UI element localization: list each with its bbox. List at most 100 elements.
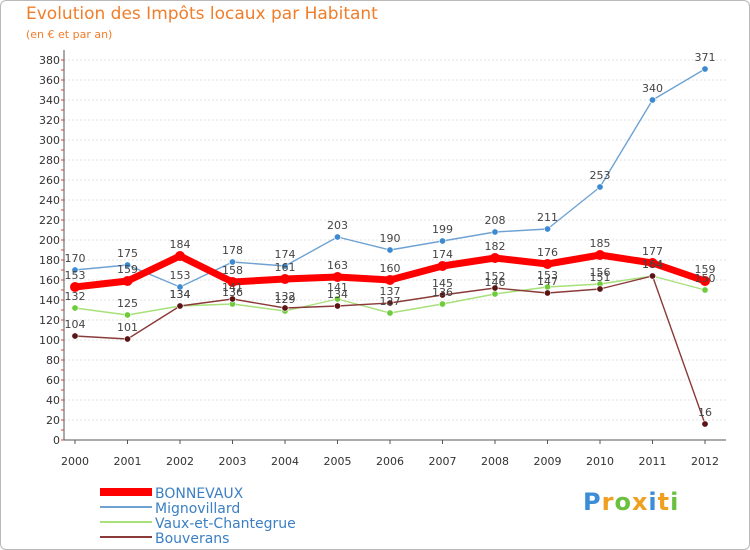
- data-label: 153: [170, 269, 191, 282]
- data-label: 146: [485, 276, 506, 289]
- data-point: [281, 304, 289, 312]
- y-tick-label: 160: [39, 274, 60, 287]
- data-label: 132: [275, 290, 296, 303]
- x-tick-label: 2009: [534, 455, 562, 468]
- data-label: 127: [380, 295, 401, 308]
- x-tick-label: 2006: [376, 455, 404, 468]
- data-point: [386, 246, 394, 254]
- data-point: [438, 291, 446, 299]
- legend-label: Mignovillard: [155, 501, 240, 517]
- data-label: 16: [698, 406, 712, 419]
- data-label: 164: [642, 258, 663, 271]
- data-label: 136: [222, 286, 243, 299]
- data-label: 134: [170, 288, 191, 301]
- x-tick-label: 2012: [691, 455, 719, 468]
- data-point: [332, 272, 343, 282]
- data-point: [175, 251, 185, 261]
- data-point: [438, 237, 446, 245]
- data-label: 101: [117, 321, 138, 334]
- y-tick-label: 380: [39, 54, 60, 67]
- data-label: 208: [485, 214, 506, 227]
- data-label: 211: [537, 211, 558, 224]
- x-tick-label: 2000: [61, 455, 89, 468]
- data-label: 158: [222, 264, 243, 277]
- data-label: 176: [537, 246, 558, 259]
- data-label: 134: [327, 288, 348, 301]
- data-point: [71, 304, 79, 312]
- y-tick-label: 200: [39, 234, 60, 247]
- data-point: [437, 261, 448, 271]
- data-point: [386, 309, 394, 317]
- data-label: 170: [65, 252, 86, 265]
- data-point: [124, 335, 132, 343]
- data-point: [490, 253, 500, 263]
- legend-label: BONNEVAUX: [155, 486, 244, 502]
- x-tick-label: 2008: [481, 455, 509, 468]
- logo-letter: t: [657, 488, 671, 516]
- data-point: [700, 276, 710, 286]
- data-point: [543, 289, 551, 297]
- x-tick-label: 2011: [639, 455, 667, 468]
- data-point: [648, 272, 656, 280]
- data-label: 178: [222, 244, 243, 257]
- data-label: 145: [432, 277, 453, 290]
- legend-label: Bouverans: [155, 531, 229, 547]
- data-label: 340: [642, 82, 663, 95]
- y-tick-label: 120: [39, 314, 60, 327]
- x-tick-label: 2001: [114, 455, 142, 468]
- data-label: 137: [380, 285, 401, 298]
- y-tick-label: 40: [46, 394, 60, 407]
- data-point: [438, 300, 446, 308]
- y-tick-label: 220: [39, 214, 60, 227]
- logo-letter: i: [670, 488, 680, 516]
- y-tick-label: 300: [39, 134, 60, 147]
- data-label: 174: [275, 248, 296, 261]
- data-point: [542, 259, 553, 269]
- x-tick-label: 2004: [271, 455, 299, 468]
- data-label: 125: [117, 297, 138, 310]
- x-tick-label: 2002: [166, 455, 194, 468]
- data-label: 371: [695, 51, 716, 64]
- x-tick-label: 2010: [586, 455, 614, 468]
- data-label: 104: [65, 318, 86, 331]
- data-label: 150: [695, 272, 716, 285]
- y-tick-label: 100: [39, 334, 60, 347]
- legend-label: Vaux-et-Chantegrue: [155, 516, 296, 532]
- y-tick-label: 0: [53, 434, 60, 447]
- data-point: [701, 420, 709, 428]
- data-label: 132: [65, 290, 86, 303]
- data-label: 136: [432, 286, 453, 299]
- data-point: [281, 262, 289, 270]
- data-point: [124, 311, 132, 319]
- data-point: [491, 228, 499, 236]
- data-point: [70, 282, 80, 292]
- data-label: 161: [275, 261, 296, 274]
- data-point: [333, 295, 341, 303]
- y-tick-label: 80: [46, 354, 60, 367]
- data-label: 253: [590, 169, 611, 182]
- data-label: 182: [485, 240, 506, 253]
- data-label: 129: [275, 293, 296, 306]
- data-point: [227, 277, 238, 287]
- data-label: 174: [432, 248, 453, 261]
- data-label: 156: [590, 266, 611, 279]
- data-point: [385, 275, 395, 285]
- y-tick-label: 280: [39, 154, 60, 167]
- data-label: 153: [537, 269, 558, 282]
- data-point: [176, 302, 184, 310]
- y-tick-label: 140: [39, 294, 60, 307]
- data-point: [333, 302, 341, 310]
- y-tick-label: 340: [39, 94, 60, 107]
- data-point: [333, 233, 341, 241]
- data-label: 134: [170, 288, 191, 301]
- data-label: 153: [65, 269, 86, 282]
- logo-letter: x: [631, 488, 649, 516]
- data-point: [648, 96, 656, 104]
- data-point: [386, 299, 394, 307]
- proxiti-logo: Proxiti: [583, 488, 679, 516]
- data-label: 159: [117, 263, 138, 276]
- data-label: 141: [327, 281, 348, 294]
- chart-subtitle: (en € et par an): [26, 28, 113, 41]
- data-point: [701, 286, 709, 294]
